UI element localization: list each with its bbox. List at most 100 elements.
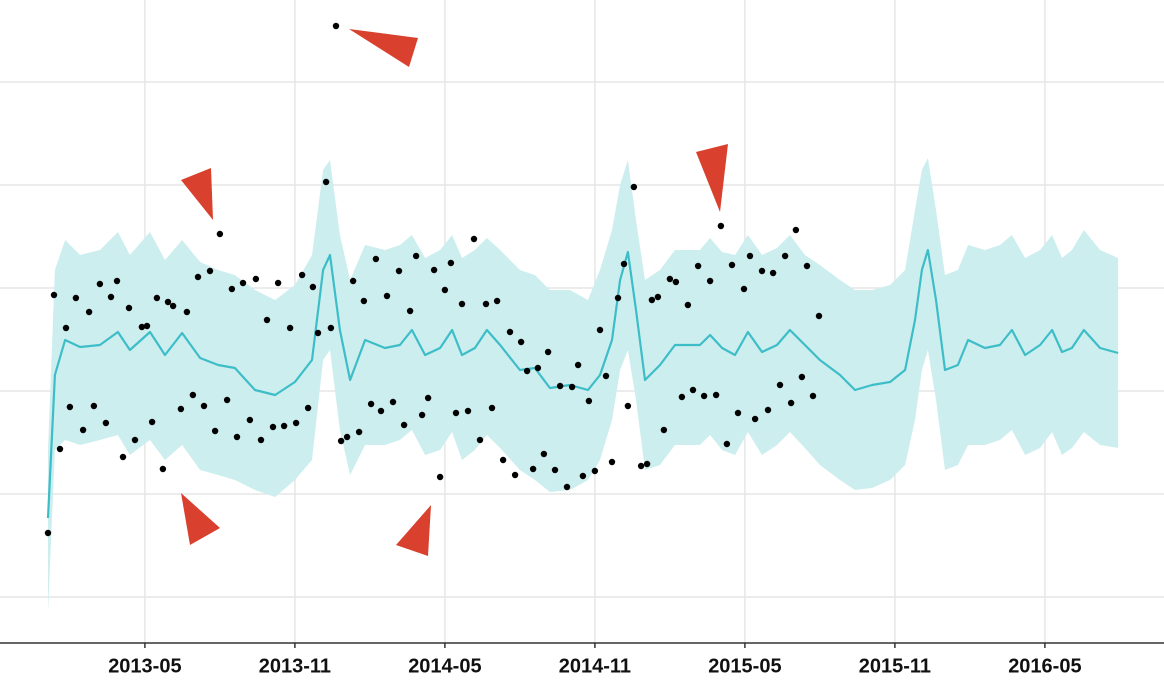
observed-point	[355, 428, 363, 436]
observed-point	[211, 427, 219, 435]
observed-point	[689, 386, 697, 394]
observed-point	[424, 394, 432, 402]
observed-point	[717, 222, 725, 230]
observed-point	[458, 300, 466, 308]
observed-point	[223, 396, 231, 404]
observed-point	[79, 426, 87, 434]
observed-point	[389, 398, 397, 406]
observed-point	[585, 397, 593, 405]
observed-point	[304, 404, 312, 412]
observed-point	[637, 462, 645, 470]
observed-point	[776, 381, 784, 389]
observed-point	[263, 316, 271, 324]
observed-point	[314, 329, 322, 337]
annotation-arrow	[396, 505, 431, 556]
x-tick-label: 2015-05	[708, 655, 781, 677]
observed-point	[493, 297, 501, 305]
observed-point	[464, 407, 472, 415]
observed-point	[803, 262, 811, 270]
observed-point	[125, 304, 133, 312]
observed-point	[131, 436, 139, 444]
observed-point	[523, 367, 531, 375]
observed-point	[556, 382, 564, 390]
observed-point	[511, 471, 519, 479]
observed-point	[372, 255, 380, 263]
observed-point	[798, 373, 806, 381]
observed-point	[666, 275, 674, 283]
observed-point	[758, 267, 766, 275]
observed-point	[441, 286, 449, 294]
observed-point	[591, 467, 599, 475]
observed-point	[383, 292, 391, 300]
observed-point	[643, 460, 651, 468]
observed-point	[764, 406, 772, 414]
observed-point	[274, 279, 282, 287]
observed-point	[700, 392, 708, 400]
x-tick-label: 2013-05	[108, 655, 181, 677]
observed-point	[50, 291, 58, 299]
annotation-arrow	[181, 168, 213, 220]
observed-point	[602, 372, 610, 380]
observed-point	[563, 483, 571, 491]
observed-point	[246, 416, 254, 424]
observed-point	[517, 338, 525, 346]
observed-point	[44, 529, 52, 537]
observed-point	[298, 271, 306, 279]
observed-point	[712, 391, 720, 399]
observed-point	[107, 293, 115, 301]
plot-area	[44, 22, 1119, 612]
observed-point	[809, 392, 817, 400]
observed-point	[177, 405, 185, 413]
observed-point	[113, 277, 121, 285]
observed-point	[189, 391, 197, 399]
observed-point	[406, 307, 414, 315]
x-tick-label: 2014-11	[559, 655, 631, 677]
observed-point	[678, 393, 686, 401]
observed-point	[672, 278, 680, 286]
observed-point	[579, 472, 587, 480]
observed-point	[706, 277, 714, 285]
x-tick-label: 2016-05	[1008, 655, 1081, 677]
observed-point	[228, 285, 236, 293]
annotation-arrow	[696, 144, 728, 212]
observed-point	[608, 458, 616, 466]
observed-point	[62, 324, 70, 332]
observed-point	[90, 402, 98, 410]
observed-point	[322, 178, 330, 186]
observed-point	[529, 465, 537, 473]
observed-point	[280, 422, 288, 430]
observed-point	[452, 409, 460, 417]
x-axis: 2013-05 2013-11 2014-05 2014-11 2015-05 2015-…	[0, 642, 1164, 677]
observed-point	[815, 312, 823, 320]
annotations	[181, 29, 728, 556]
observed-point	[436, 473, 444, 481]
observed-point	[787, 399, 795, 407]
observed-point	[746, 252, 754, 260]
observed-point	[159, 465, 167, 473]
observed-point	[540, 450, 548, 458]
observed-point	[200, 402, 208, 410]
observed-point	[309, 283, 317, 291]
observed-point	[206, 267, 214, 275]
annotation-arrow	[181, 493, 220, 545]
observed-point	[684, 301, 692, 309]
observed-point	[624, 402, 632, 410]
observed-point	[138, 323, 146, 331]
observed-point	[447, 259, 455, 267]
observed-point	[337, 437, 345, 445]
observed-point	[723, 440, 731, 448]
observed-point	[506, 328, 514, 336]
observed-point	[85, 308, 93, 316]
observed-point	[476, 436, 484, 444]
observed-point	[568, 383, 576, 391]
observed-point	[400, 421, 408, 429]
observed-point	[751, 415, 759, 423]
observed-point	[412, 252, 420, 260]
observed-point	[269, 423, 277, 431]
observed-point	[648, 296, 656, 304]
observed-point	[734, 409, 742, 417]
x-tick-label: 2014-05	[408, 655, 481, 677]
observed-point	[792, 226, 800, 234]
observed-point	[499, 456, 507, 464]
